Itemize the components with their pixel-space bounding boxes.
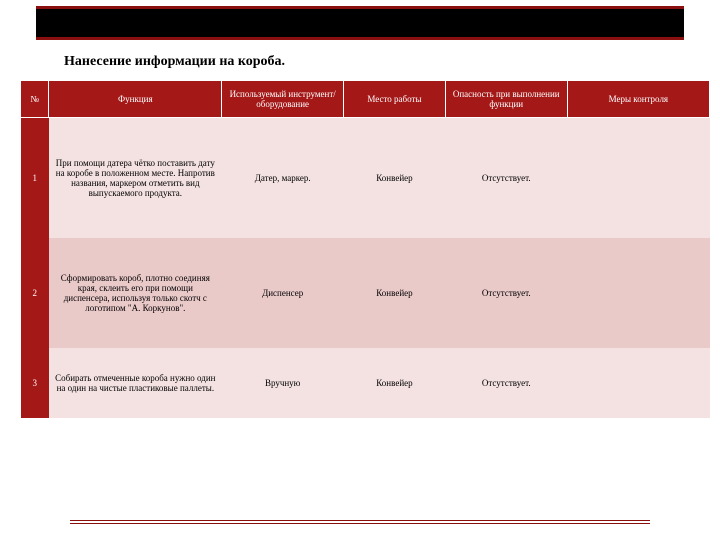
col-func-header: Функция bbox=[49, 81, 222, 118]
cell-func: При помощи датера чётко поставить дату н… bbox=[49, 118, 222, 238]
table-row: 1 При помощи датера чётко поставить дату… bbox=[21, 118, 710, 238]
bottom-divider bbox=[70, 520, 650, 524]
cell-danger: Отсутствует. bbox=[445, 238, 567, 348]
cell-instr: Датер, маркер. bbox=[222, 118, 344, 238]
header-row: № Функция Используемый инструмент/ обору… bbox=[21, 81, 710, 118]
cell-danger: Отсутствует. bbox=[445, 118, 567, 238]
cell-control bbox=[567, 118, 709, 238]
col-n-header: № bbox=[21, 81, 49, 118]
table-row: 2 Сформировать короб, плотно соединяя кр… bbox=[21, 238, 710, 348]
cell-instr: Диспенсер bbox=[222, 238, 344, 348]
row-num: 1 bbox=[21, 118, 49, 238]
cell-control bbox=[567, 238, 709, 348]
cell-place: Конвейер bbox=[344, 348, 446, 418]
page-title: Нанесение информации на короба. bbox=[64, 54, 720, 70]
col-instr-header: Используемый инструмент/ оборудование bbox=[222, 81, 344, 118]
col-danger-header: Опасность при выполнении функции bbox=[445, 81, 567, 118]
cell-control bbox=[567, 348, 709, 418]
table-row: 3 Собирать отмеченные короба нужно один … bbox=[21, 348, 710, 418]
row-num: 2 bbox=[21, 238, 49, 348]
top-bar bbox=[36, 6, 684, 40]
cell-danger: Отсутствует. bbox=[445, 348, 567, 418]
col-place-header: Место работы bbox=[344, 81, 446, 118]
col-control-header: Меры контроля bbox=[567, 81, 709, 118]
cell-place: Конвейер bbox=[344, 238, 446, 348]
cell-func: Собирать отмеченные короба нужно один на… bbox=[49, 348, 222, 418]
row-num: 3 bbox=[21, 348, 49, 418]
cell-place: Конвейер bbox=[344, 118, 446, 238]
table-wrap: № Функция Используемый инструмент/ обору… bbox=[20, 80, 710, 418]
info-table: № Функция Используемый инструмент/ обору… bbox=[20, 80, 710, 418]
cell-instr: Вручную bbox=[222, 348, 344, 418]
cell-func: Сформировать короб, плотно соединяя края… bbox=[49, 238, 222, 348]
